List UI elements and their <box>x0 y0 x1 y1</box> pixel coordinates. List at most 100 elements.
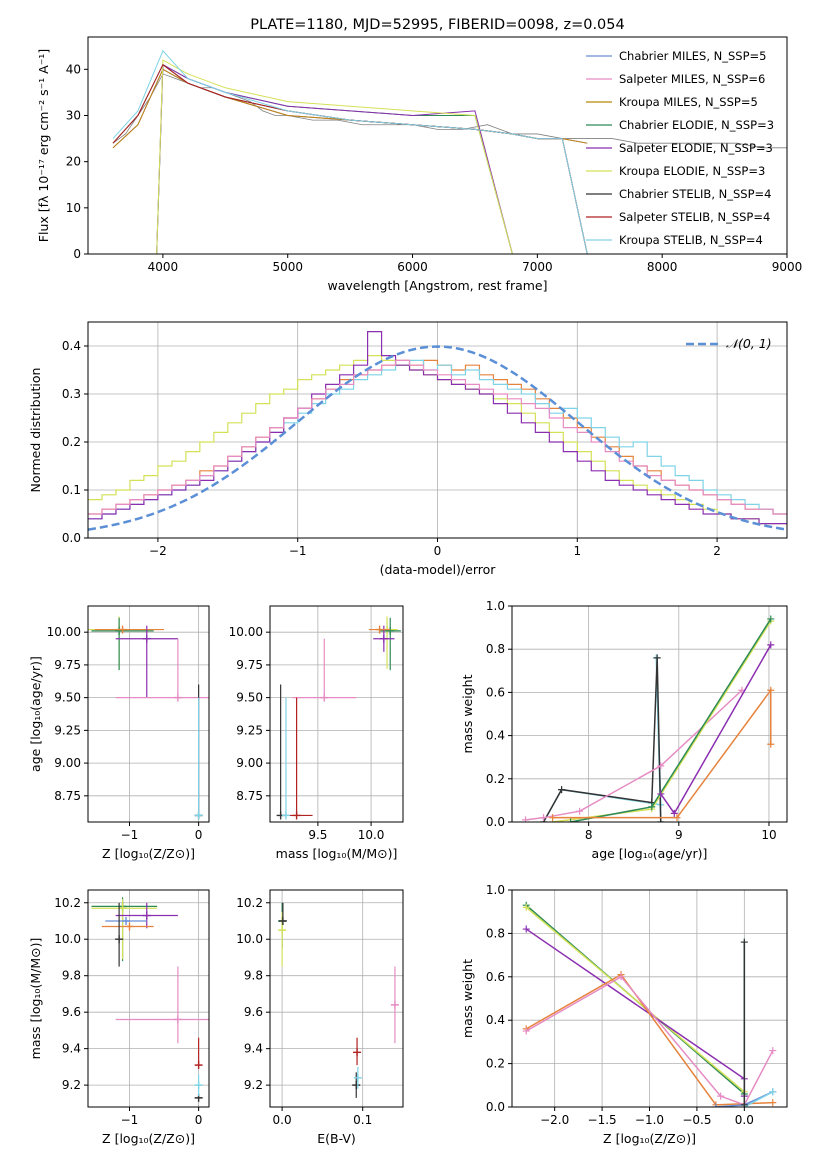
panel-residuals: −2 −1 0 1 2 0.0 0.1 0.2 0.3 0.4 (data-model)/error… <box>28 321 788 577</box>
y-tick-label: 9.2 <box>62 1078 81 1092</box>
y-tick-label: 9.75 <box>236 658 263 672</box>
y-tick-label: 9.25 <box>236 723 263 737</box>
series-marker <box>522 816 530 822</box>
y-tick-label: 10.00 <box>229 625 263 639</box>
series-marker <box>740 938 748 946</box>
panel-weight-vs-age: 8 9 10 0.0 0.2 0.4 0.6 0.8 1.0 age [log₁₀(age/yr)… <box>460 599 788 861</box>
y-tick-label: 9.6 <box>244 1005 263 1019</box>
y-tick-label: 10.0 <box>54 932 81 946</box>
y-tick-label: 10.2 <box>236 896 263 910</box>
plot-area-weight-vs-age <box>522 615 775 822</box>
y-tick-label: 0 <box>73 247 81 261</box>
residuals-legend: 𝒩(0, 1) <box>686 336 772 351</box>
errorbar-marker <box>115 626 124 635</box>
errorbar-7 <box>194 1037 203 1070</box>
series-marker <box>522 925 530 933</box>
x-tick-label: 4000 <box>148 260 179 274</box>
series-marker <box>712 1103 720 1107</box>
x-tick-label: 0 <box>195 828 203 842</box>
y-tick-label: 10 <box>66 201 81 215</box>
x-tick-label: 0.1 <box>353 1113 372 1127</box>
errorbar-5 <box>352 1072 361 1098</box>
errorbar-marker <box>292 811 301 820</box>
series-line-8 <box>112 49 588 254</box>
y-tick-label: 0.4 <box>62 339 81 353</box>
y-tick-label: 9.4 <box>244 1042 263 1056</box>
errorbar-6 <box>353 1066 362 1089</box>
y-tick-label: 10.2 <box>54 896 81 910</box>
y-tick-label: 30 <box>66 108 81 122</box>
plot-area-age-vs-mass <box>276 616 401 820</box>
legend-entry-label: Salpeter STELIB, N_SSP=4 <box>619 210 770 224</box>
series-marker <box>558 786 566 794</box>
axes-frame <box>269 605 404 823</box>
axes-frame <box>511 605 788 823</box>
x-axis-label: mass [log₁₀(M/M⊙)] <box>276 846 398 861</box>
y-tick-label: 10.00 <box>47 625 81 639</box>
panel-mass-vs-EBV: 0.0 0.1 9.2 9.4 9.6 9.8 10.0 10.2 E(B-V) <box>236 889 404 1146</box>
y-tick-label: 1.0 <box>486 883 505 897</box>
x-tick-label: −0.5 <box>682 1113 711 1127</box>
series-marker <box>673 814 681 822</box>
observed-spectrum-line <box>112 73 787 149</box>
y-tick-label: 1.0 <box>486 599 505 613</box>
series-line-5 <box>156 59 513 254</box>
panel-age-vs-Z: −1 0 8.75 9.00 9.25 9.50 9.75 10.00 Z [log₁₀(Z/Z… <box>28 605 210 861</box>
y-tick-label: 0.2 <box>486 1057 505 1071</box>
x-axis-label: Z [log₁₀(Z/Z⊙)] <box>102 1131 195 1146</box>
x-tick-label: 0 <box>195 1113 203 1127</box>
y-tick-label: 8.75 <box>236 789 263 803</box>
x-tick-label: 10.0 <box>358 828 385 842</box>
series-line-6 <box>552 687 772 819</box>
y-tick-label: 0.2 <box>62 435 81 449</box>
panel-weight-vs-Z: −2.0 −1.5 −1.0 −0.5 0.0 0.0 0.2 0.4 0.6 0.8 1.0 Z [… <box>460 883 788 1146</box>
y-tick-label: 9.50 <box>236 691 263 705</box>
y-tick-label: 9.00 <box>54 756 81 770</box>
x-tick-label: −2.0 <box>540 1113 569 1127</box>
series-marker <box>657 818 665 822</box>
y-tick-label: 0.0 <box>62 531 81 545</box>
series-marker <box>767 740 775 748</box>
errorbar-marker <box>118 904 127 913</box>
errorbar-marker <box>278 926 287 935</box>
series-marker <box>769 1047 777 1055</box>
y-tick-label: 0.4 <box>486 729 505 743</box>
histogram-step-4 <box>88 359 787 515</box>
series-line-0 <box>542 657 662 822</box>
series-marker <box>657 762 665 770</box>
y-tick-label: 9.6 <box>62 1005 81 1019</box>
series-line-6 <box>112 63 588 254</box>
series-marker <box>769 1088 777 1096</box>
series-marker <box>717 1092 725 1100</box>
y-tick-label: 9.2 <box>244 1078 263 1092</box>
panel-mass-vs-Z: −1 0 9.2 9.4 9.6 9.8 10.0 10.2 Z [log₁₀(Z/Z⊙)] ma… <box>28 889 210 1146</box>
legend-entry-label: Kroupa MILES, N_SSP=5 <box>619 95 758 109</box>
series-marker <box>767 686 775 694</box>
series-line-4 <box>156 63 513 254</box>
y-tick-label: 9.4 <box>62 1042 81 1056</box>
y-axis-label: Normed distribution <box>28 368 43 493</box>
y-tick-label: 0.2 <box>486 772 505 786</box>
errorbar-6 <box>194 697 203 820</box>
errorbar-4 <box>101 922 154 931</box>
series-marker <box>653 654 661 662</box>
y-tick-label: 0.6 <box>486 685 505 699</box>
errorbar-4 <box>353 1037 362 1066</box>
series-line-7 <box>112 63 588 254</box>
series-marker <box>740 1101 748 1107</box>
x-tick-label: −1 <box>121 1113 139 1127</box>
x-tick-label: −1 <box>121 828 139 842</box>
x-tick-label: 1 <box>573 544 581 558</box>
x-tick-label: −1.5 <box>588 1113 617 1127</box>
errorbar-5 <box>115 902 124 967</box>
errorbar-7 <box>368 625 391 634</box>
series-line-5 <box>660 644 772 815</box>
x-tick-label: 6000 <box>397 260 428 274</box>
errorbar-marker <box>122 917 131 925</box>
legend-entry-label: Salpeter MILES, N_SSP=6 <box>619 72 765 86</box>
y-tick-label: 0.8 <box>486 642 505 656</box>
y-axis-label: mass weight <box>460 959 475 1038</box>
errorbar-marker <box>278 917 287 925</box>
series-marker <box>617 973 625 981</box>
